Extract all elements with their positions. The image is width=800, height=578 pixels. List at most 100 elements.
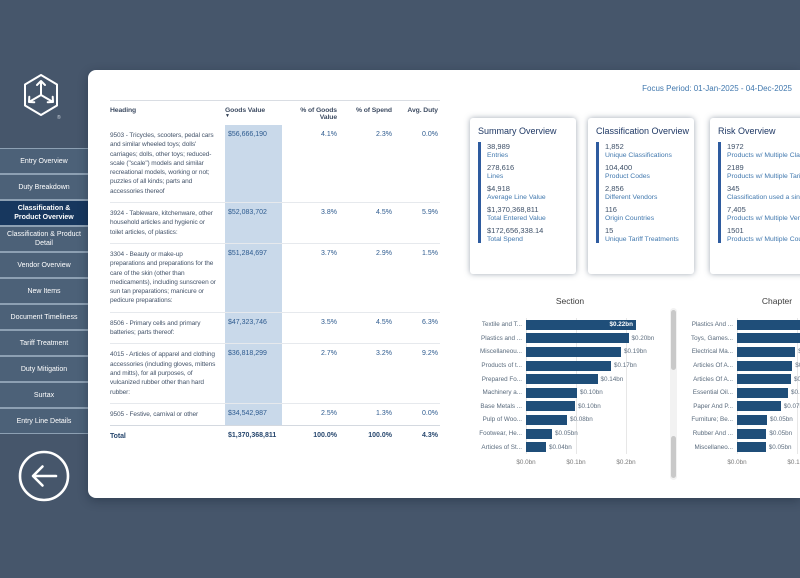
kpi-metric-value: 345: [727, 184, 740, 193]
pct-spend-cell: 1.3%: [376, 409, 392, 417]
table-row[interactable]: 9505 - Festive, carnival or other $34,542…: [110, 402, 440, 426]
kpi-metric-label: Products w/ Multiple Countries of Origin: [727, 236, 800, 243]
chart-row: Pulp of Woo... $0.08bn: [462, 413, 678, 427]
chart-row: Machinery a... $0.10bn: [462, 386, 678, 400]
gridline: [576, 318, 577, 454]
bar[interactable]: [526, 374, 598, 385]
chart-row: Articles Of A... $0.09bn: [662, 372, 800, 386]
bar[interactable]: [526, 360, 611, 371]
kpi-metric-value: $4,918: [487, 184, 510, 193]
sidebar-item-classification-product-detail[interactable]: Classification & Product Detail: [0, 227, 88, 251]
bar[interactable]: [737, 414, 767, 425]
bar[interactable]: [526, 346, 621, 357]
kpi-metric: 116 Origin Countries: [605, 205, 690, 222]
kpi-card-title: Risk Overview: [718, 126, 776, 136]
sidebar-item-new-items[interactable]: New Items: [0, 279, 88, 303]
sidebar-item-surtax[interactable]: Surtax: [0, 383, 88, 407]
sidebar-item-tariff-treatment[interactable]: Tariff Treatment: [0, 331, 88, 355]
sidebar-item-duty-breakdown[interactable]: Duty Breakdown: [0, 175, 88, 199]
headings-table: Heading Goods Value ▼ % of Goods Value % of …: [110, 100, 440, 447]
kpi-metric-value: 15: [605, 226, 614, 235]
table-row[interactable]: 8506 - Primary cells and primary batteri…: [110, 311, 440, 344]
avg-duty-cell: 4.3%: [422, 432, 438, 440]
bar[interactable]: [526, 414, 567, 425]
pct-spend-cell: 4.5%: [376, 209, 392, 217]
category-label: Articles of St...: [481, 443, 522, 451]
column-header-pct-goods-value[interactable]: % of Goods Value: [300, 107, 337, 121]
kpi-metric-label: Unique Classifications: [605, 152, 672, 159]
bar-value-label: $0.05bn: [769, 430, 793, 438]
gridline: [737, 318, 738, 454]
chart-row: Prepared Fo... $0.14bn: [462, 372, 678, 386]
bar[interactable]: [526, 401, 575, 412]
bar[interactable]: [737, 374, 791, 385]
sidebar-item-entry-line-details[interactable]: Entry Line Details: [0, 409, 88, 433]
bar[interactable]: [737, 319, 800, 330]
bar-track: $0.05bn: [737, 414, 800, 425]
bar-value-label: $0.10bn: [580, 389, 603, 397]
category-label: Base Metals ...: [480, 402, 522, 410]
goods-value-cell: $36,818,299: [225, 344, 282, 403]
category-label: Textile and T...: [481, 321, 522, 329]
bar[interactable]: [526, 428, 552, 439]
bar-value-label: $0.04bn: [549, 443, 572, 451]
table-row[interactable]: 4015 - Articles of apparel and clothing …: [110, 343, 440, 403]
sidebar-item-duty-mitigation[interactable]: Duty Mitigation: [0, 357, 88, 381]
chart-row: Base Metals ... $0.10bn: [462, 400, 678, 414]
bar[interactable]: [737, 346, 796, 357]
bar[interactable]: [737, 401, 781, 412]
bar[interactable]: [737, 360, 793, 371]
focus-period-label: Focus Period: 01-Jan-2025 - 04-Dec-2025: [642, 84, 792, 93]
column-header-avg-duty[interactable]: Avg. Duty: [407, 107, 438, 114]
category-label: Articles Of A...: [693, 375, 733, 383]
bar[interactable]: [526, 442, 546, 453]
table-row[interactable]: 3924 - Tableware, kitchenware, other hou…: [110, 202, 440, 243]
category-label: Miscellaneou...: [480, 348, 522, 356]
table-row[interactable]: 3304 - Beauty or make-up preparations an…: [110, 242, 440, 312]
pct-goods-value-cell: 2.5%: [321, 409, 337, 417]
bar[interactable]: [526, 387, 577, 398]
kpi-metric: 15 Unique Tariff Treatments: [605, 226, 690, 243]
table-row[interactable]: 9503 - Tricycles, scooters, pedal cars a…: [110, 125, 440, 203]
kpi-metric-label: Origin Countries: [605, 215, 655, 222]
axis-tick-label: $0.1bn: [787, 458, 800, 466]
bar-value-label: $0.14bn: [600, 375, 624, 383]
kpi-metric-label: Total Spend: [487, 236, 523, 243]
bar-track: $0.22bn: [526, 319, 678, 330]
bar-track: $0.05bn: [737, 428, 800, 439]
sidebar-item-entry-overview[interactable]: Entry Overview: [0, 149, 88, 173]
sidebar-item-classification-product-overview[interactable]: Classification & Product Overview: [0, 201, 88, 225]
sort-descending-icon[interactable]: ▼: [225, 113, 230, 119]
sidebar-item-document-timeliness[interactable]: Document Timeliness: [0, 305, 88, 329]
category-label: Paper And P...: [693, 402, 733, 410]
bar-value-label: $0.10bn: [798, 348, 800, 355]
kpi-card-title: Summary Overview: [478, 126, 557, 136]
table-row-total[interactable]: Total $1,370,368,811 100.0% 100.0% 4.3%: [110, 425, 440, 447]
section-chart-scrollbar[interactable]: [670, 308, 677, 480]
bar[interactable]: [526, 333, 629, 344]
column-header-pct-spend[interactable]: % of Spend: [355, 107, 392, 114]
column-header-goods-value[interactable]: Goods Value ▼: [225, 107, 282, 121]
kpi-card-risk-overview: Risk Overview 1972 Products w/ Multiple Cl…: [710, 118, 800, 274]
bar[interactable]: [737, 442, 766, 453]
bar[interactable]: [737, 333, 800, 344]
bar[interactable]: [526, 319, 636, 330]
category-label: Electrical Ma...: [691, 348, 733, 356]
bar[interactable]: [737, 387, 788, 398]
kpi-metric-label: Classification used a single time: [727, 194, 800, 201]
category-label: Plastics And ...: [691, 321, 733, 329]
sidebar-item-vendor-overview[interactable]: Vendor Overview: [0, 253, 88, 277]
avg-duty-cell: 0.0%: [422, 131, 438, 138]
bar-value-label: $0.07bn: [783, 402, 800, 410]
bar[interactable]: [737, 428, 767, 439]
scrollbar-lower-thumb[interactable]: [671, 436, 676, 478]
column-header-heading[interactable]: Heading: [110, 107, 137, 114]
bar-track: $0.19bn: [526, 346, 678, 357]
axis-tick-label: $0.1bn: [566, 458, 586, 466]
back-arrow-button[interactable]: [16, 448, 72, 504]
scrollbar-thumb[interactable]: [671, 310, 676, 370]
